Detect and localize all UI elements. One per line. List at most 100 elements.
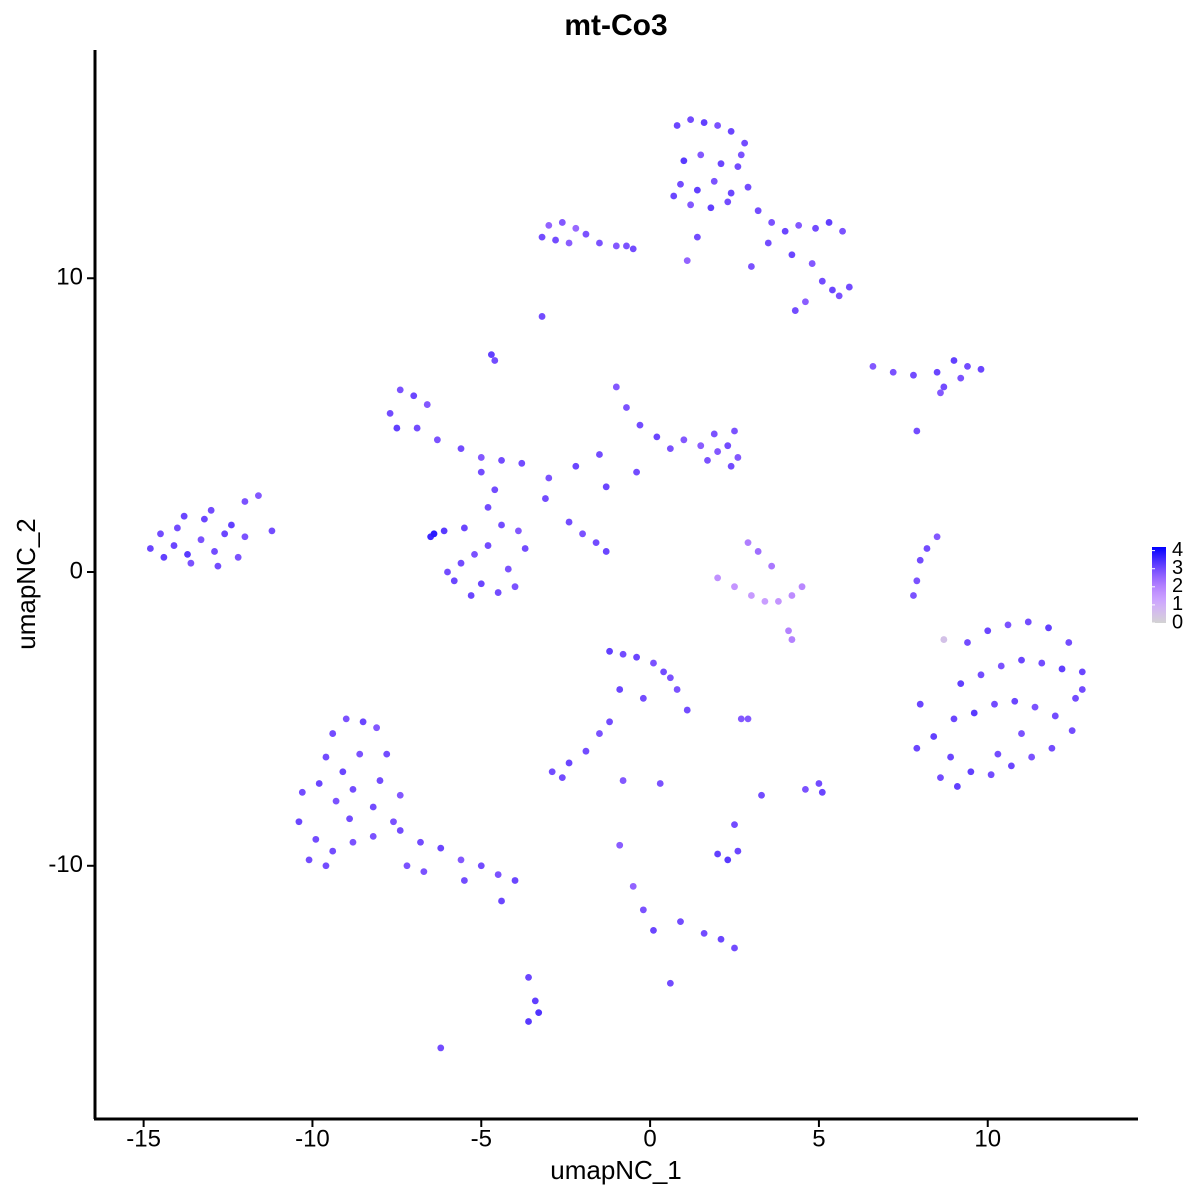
point: [548, 768, 556, 776]
point: [329, 847, 337, 855]
point: [1068, 727, 1076, 735]
point: [565, 518, 573, 526]
y-tick-label: -10: [48, 851, 83, 878]
point: [964, 639, 971, 646]
point: [538, 313, 546, 320]
point: [910, 592, 917, 599]
point: [393, 424, 401, 432]
point: [579, 530, 586, 538]
point: [322, 862, 330, 870]
point: [734, 163, 742, 171]
point: [596, 451, 603, 458]
point: [241, 498, 249, 505]
point: [791, 307, 799, 314]
point: [423, 401, 431, 408]
point: [839, 227, 846, 235]
point: [670, 192, 678, 200]
point: [467, 592, 475, 599]
colorbar: [1152, 547, 1166, 623]
point: [420, 868, 428, 876]
point: [315, 780, 323, 787]
point: [639, 906, 647, 914]
point: [477, 580, 485, 588]
point: [211, 548, 218, 555]
point: [322, 753, 330, 761]
point: [396, 386, 404, 394]
point: [1018, 656, 1025, 664]
point: [160, 553, 168, 561]
point: [741, 139, 749, 147]
point: [937, 774, 944, 782]
point: [937, 389, 944, 397]
point: [754, 548, 762, 555]
point: [197, 536, 205, 544]
colorbar-label: 2: [1172, 575, 1183, 597]
point: [558, 774, 566, 782]
point: [798, 583, 806, 591]
point: [542, 495, 549, 502]
point: [835, 292, 843, 300]
point: [680, 157, 688, 165]
point: [484, 542, 492, 549]
point: [977, 365, 985, 373]
point: [596, 239, 603, 247]
point: [950, 357, 958, 364]
point: [808, 260, 816, 267]
point: [812, 224, 819, 232]
point: [933, 368, 941, 376]
point: [386, 409, 394, 417]
point: [234, 553, 242, 561]
y-tick-label: 10: [56, 264, 83, 291]
point: [697, 151, 705, 159]
point: [521, 545, 529, 552]
point: [734, 847, 742, 855]
point: [616, 686, 624, 693]
point: [477, 862, 485, 870]
point: [491, 486, 499, 494]
point: [437, 1044, 445, 1052]
point: [754, 207, 762, 215]
point: [761, 597, 769, 605]
point: [417, 838, 424, 846]
point: [930, 733, 938, 740]
point: [788, 592, 796, 599]
point: [775, 597, 782, 605]
point: [697, 442, 705, 450]
point: [606, 647, 613, 655]
point: [457, 856, 465, 864]
point: [747, 592, 755, 599]
point: [707, 204, 715, 212]
point: [376, 777, 384, 784]
point: [977, 671, 985, 679]
point: [623, 404, 630, 411]
point: [623, 242, 630, 250]
x-tick-label: 0: [643, 1125, 656, 1152]
point: [758, 791, 765, 799]
point: [940, 636, 948, 643]
point: [947, 753, 955, 761]
point: [1058, 665, 1066, 673]
point: [1004, 621, 1012, 629]
point: [970, 709, 978, 717]
point: [714, 448, 722, 455]
point: [727, 127, 735, 135]
point: [768, 219, 776, 226]
point: [444, 568, 451, 576]
point: [596, 730, 603, 737]
point: [1065, 639, 1073, 646]
point: [457, 559, 465, 567]
point: [710, 177, 718, 185]
point: [592, 539, 600, 547]
point: [433, 436, 441, 444]
colorbar-label: 3: [1172, 557, 1183, 579]
point: [1045, 624, 1052, 632]
point: [396, 827, 404, 834]
point: [538, 233, 546, 241]
point: [602, 483, 610, 491]
point: [498, 456, 505, 464]
point: [359, 718, 367, 726]
point: [666, 979, 674, 987]
point: [430, 530, 438, 538]
point: [460, 524, 468, 532]
point: [1028, 753, 1036, 761]
